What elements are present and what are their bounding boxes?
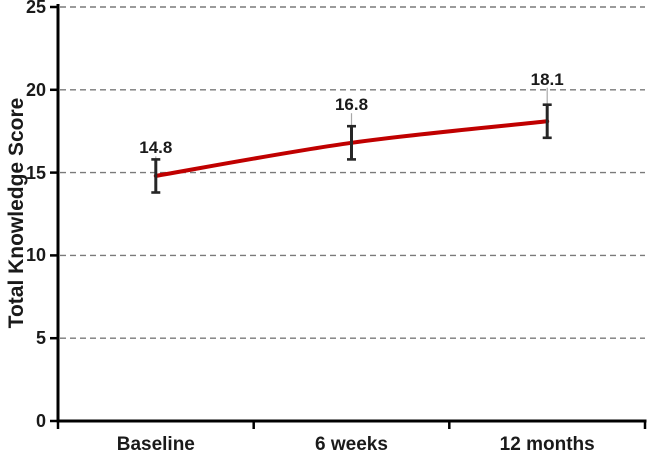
y-tick-label-10: 10 <box>25 245 46 266</box>
x-category-label-baseline: Baseline <box>116 434 195 455</box>
data-label-baseline: 14.8 <box>139 138 173 158</box>
x-category-label-6-weeks: 6 weeks <box>315 434 388 455</box>
y-tick-label-0: 0 <box>35 411 46 431</box>
y-axis-title: Total Knowledge Score <box>5 97 28 329</box>
x-category-label-12-months: 12 months <box>499 434 595 455</box>
y-tick-label-25: 25 <box>25 0 46 17</box>
data-label-6-weeks: 16.8 <box>334 95 369 115</box>
y-tick-label-5: 5 <box>35 328 46 349</box>
y-tick-label-15: 15 <box>25 162 46 183</box>
y-tick-label-20: 20 <box>25 79 46 100</box>
data-label-12-months: 18.1 <box>530 69 564 89</box>
